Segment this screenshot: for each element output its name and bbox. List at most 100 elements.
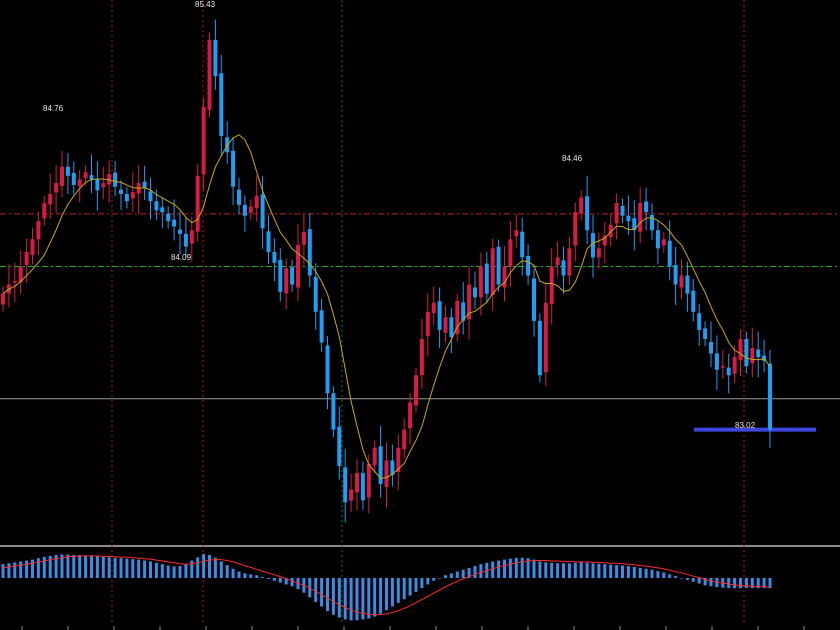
- macd-histogram-bar: [237, 571, 241, 578]
- candle-body: [679, 275, 684, 288]
- macd-histogram-bar: [768, 578, 772, 589]
- macd-histogram-bar: [390, 578, 394, 607]
- macd-histogram-bar: [573, 562, 577, 578]
- macd-histogram-bar: [691, 578, 695, 582]
- macd-histogram-bar: [219, 561, 223, 578]
- macd-histogram-bar: [508, 558, 512, 578]
- candle-body: [555, 257, 560, 266]
- macd-histogram-bar: [290, 578, 294, 587]
- candle-body: [431, 302, 436, 314]
- macd-histogram-bar: [414, 578, 418, 592]
- candle-body: [455, 300, 460, 335]
- candle-body: [644, 201, 649, 213]
- macd-histogram-bar: [727, 578, 731, 589]
- candle-body: [691, 290, 696, 312]
- macd-histogram-bar: [314, 578, 318, 602]
- macd-histogram-bar: [202, 554, 206, 578]
- candle-body: [561, 260, 566, 276]
- candle-body: [113, 172, 118, 187]
- macd-histogram-bar: [243, 573, 247, 578]
- candle-body: [1, 293, 5, 305]
- candle-body: [278, 259, 283, 292]
- candle-body: [148, 191, 153, 202]
- macd-histogram-bar: [473, 566, 477, 578]
- price-annotation: 85.43: [195, 0, 216, 9]
- macd-histogram-bar: [449, 573, 453, 578]
- macd-histogram-bar: [267, 578, 270, 579]
- candle-body: [95, 179, 100, 191]
- candle-body: [195, 175, 200, 232]
- candle-body: [65, 166, 70, 176]
- macd-histogram-bar: [119, 558, 123, 578]
- candle-body: [620, 205, 625, 216]
- macd-histogram-bar: [567, 563, 571, 578]
- candle-body: [632, 218, 637, 231]
- macd-histogram-bar: [95, 556, 99, 578]
- candle-body: [313, 276, 318, 312]
- macd-histogram-bar: [190, 560, 194, 578]
- candle-body: [614, 203, 619, 224]
- macd-histogram-bar: [225, 565, 229, 578]
- candle-body: [732, 357, 737, 374]
- candle-body: [543, 302, 548, 373]
- macd-histogram-bar: [644, 568, 648, 578]
- macd-histogram-bar: [25, 560, 29, 578]
- candle-body: [514, 230, 519, 237]
- candle-body: [101, 183, 106, 188]
- candle-body: [750, 348, 755, 364]
- candle-body: [549, 266, 554, 305]
- candle-body: [449, 317, 454, 338]
- macd-histogram-bar: [137, 559, 141, 578]
- macd-histogram-bar: [744, 578, 748, 589]
- macd-histogram-bar: [107, 557, 111, 578]
- candle-body: [425, 311, 430, 337]
- candle-body: [396, 447, 401, 473]
- macd-histogram-bar: [739, 578, 742, 589]
- candle-body: [71, 172, 76, 185]
- candles-layer[interactable]: [1, 19, 772, 523]
- candle-body: [508, 239, 513, 267]
- macd-signal-line: [2, 555, 771, 616]
- macd-histogram-bar: [143, 560, 147, 578]
- macd-histogram-bar: [36, 558, 40, 578]
- candle-body: [30, 239, 35, 255]
- macd-histogram-bar: [337, 578, 341, 618]
- candle-body: [124, 193, 129, 202]
- macd-histogram-bar: [503, 559, 506, 578]
- candle-body: [667, 240, 672, 267]
- macd-histogram-bar: [320, 578, 324, 607]
- macd-histogram-bar: [101, 556, 105, 578]
- macd-histogram-bar: [373, 578, 377, 617]
- macd-histogram-bar: [1, 564, 5, 578]
- candle-body: [355, 473, 359, 493]
- macd-histogram-bar: [762, 578, 766, 589]
- macd-histogram-bar: [48, 555, 52, 578]
- macd-histogram-bar: [367, 578, 371, 619]
- macd-histogram-bar: [326, 578, 329, 612]
- candle-body: [366, 464, 371, 498]
- macd-histogram-bar: [361, 578, 365, 620]
- candle-body: [437, 301, 442, 330]
- macd-histogram-bar: [261, 577, 265, 578]
- candle-body: [496, 246, 501, 285]
- macd-histogram-bar: [213, 557, 217, 578]
- macd-histogram-bar: [650, 569, 654, 578]
- candle-body: [573, 212, 578, 246]
- candle-body: [290, 266, 295, 285]
- macd-histogram-bar: [444, 575, 447, 578]
- macd-histogram-bar: [621, 565, 624, 578]
- macd-histogram-bar: [54, 555, 58, 578]
- macd-histogram-bar: [461, 569, 465, 578]
- macd-histogram-bar: [514, 557, 518, 578]
- candle-body: [254, 195, 259, 209]
- macd-histogram-bar: [208, 555, 211, 578]
- macd-histogram-bar: [125, 558, 129, 578]
- candle-body: [83, 172, 88, 179]
- candle-body: [189, 230, 194, 244]
- candle-body: [18, 266, 23, 283]
- candle-body: [119, 189, 123, 194]
- candle-body: [650, 214, 654, 231]
- candle-body: [502, 266, 507, 288]
- macd-panel[interactable]: [1, 554, 772, 621]
